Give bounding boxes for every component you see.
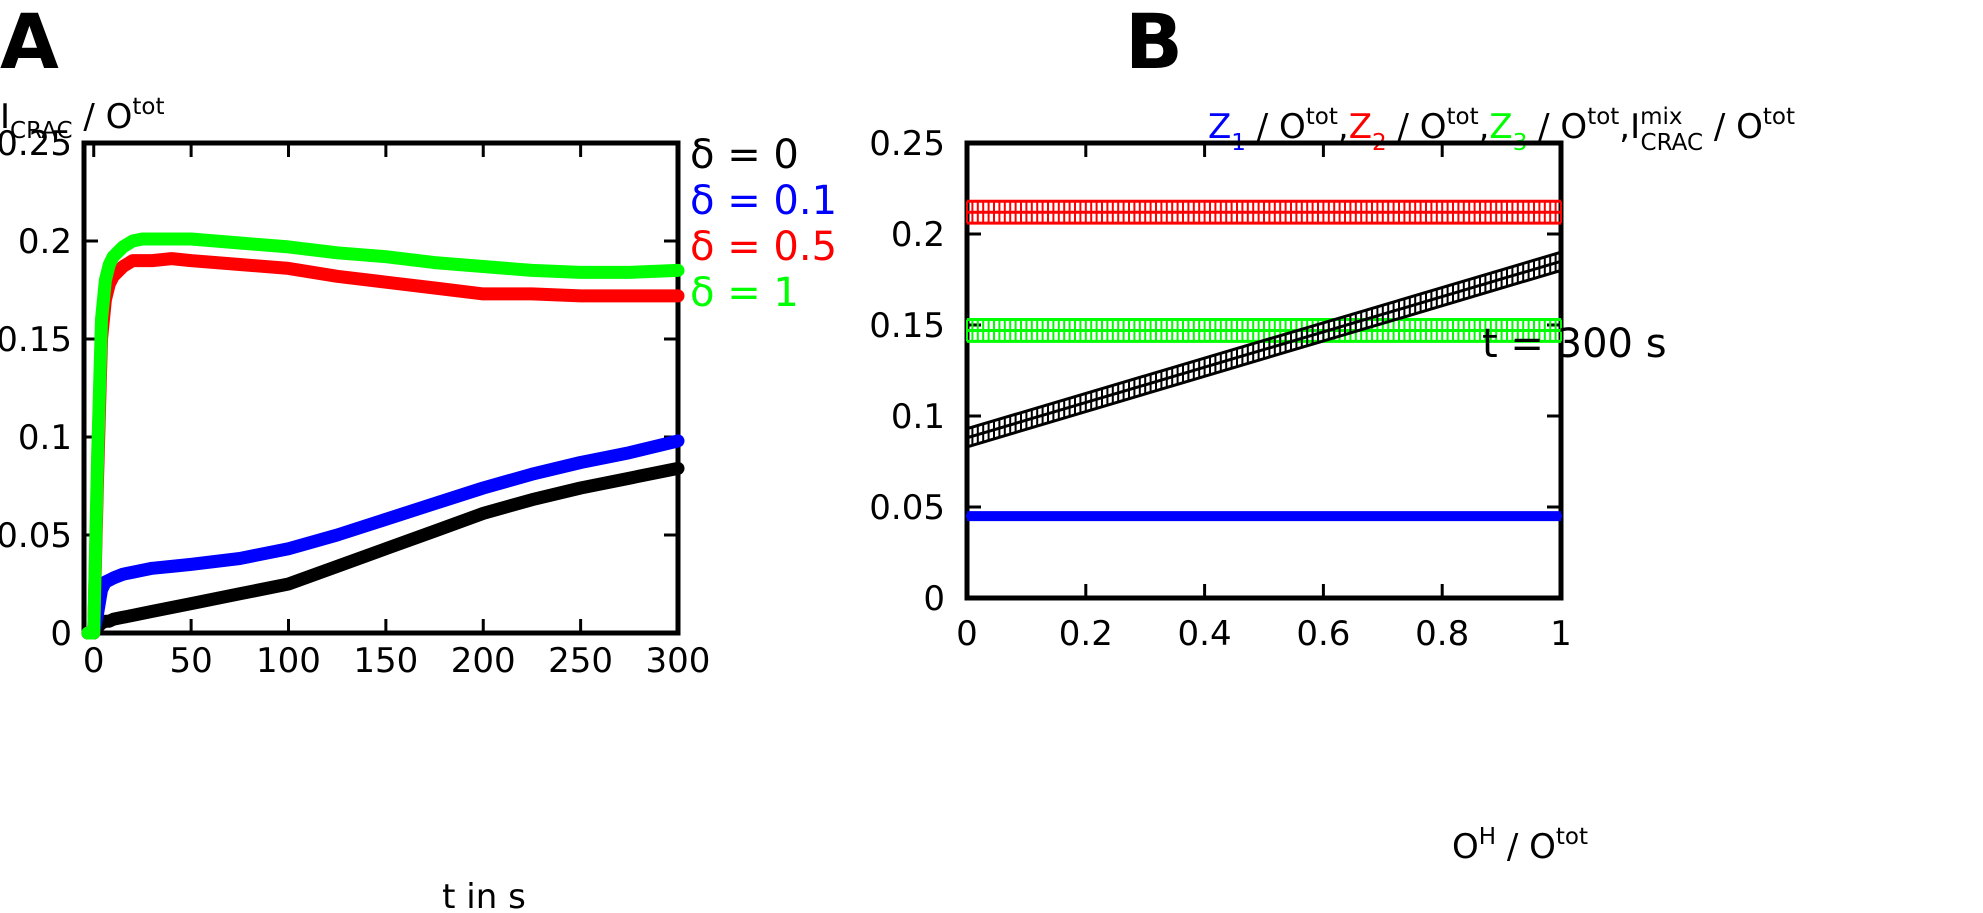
panel-a-ylabel: ICRAC / Otot — [0, 94, 164, 144]
ylabel-symbol: I — [1630, 107, 1640, 147]
x-tick-label: 150 — [353, 641, 418, 681]
x-tick-label: 0.6 — [1296, 614, 1350, 654]
y-tick-label: 0.05 — [0, 516, 72, 556]
ylabel-comma: , — [1619, 107, 1630, 147]
ylabel-superscript: tot — [1587, 104, 1619, 130]
ylabel-separator: / O — [1246, 107, 1306, 147]
series-errorbars-3 — [966, 250, 1562, 449]
panel-b-annotation: t = 300 s — [1482, 321, 1667, 367]
ylabel-superscript: tot — [1763, 104, 1795, 130]
x-tick-label: 250 — [548, 641, 613, 681]
ylabel-superscript-mix: mix — [1640, 104, 1682, 130]
x-tick-label: 100 — [256, 641, 321, 681]
ylabel-superscript: tot — [1306, 104, 1338, 130]
y-tick-label: 0.1 — [18, 418, 72, 458]
x-tick-label: 0.2 — [1059, 614, 1113, 654]
y-tick-label: 0.25 — [0, 124, 72, 164]
y-tick-label: 0.15 — [869, 306, 945, 346]
legend-entry-2: δ = 0.5 — [690, 224, 837, 270]
y-tick-label: 0.05 — [869, 488, 945, 528]
x-tick-label: 50 — [169, 641, 212, 681]
series-errorbars-2 — [966, 318, 1562, 343]
ylabel-symbol: Z — [1349, 107, 1372, 147]
y-tick-label: 0.15 — [0, 320, 72, 360]
y-tick-label: 0 — [923, 579, 945, 619]
y-tick-label: 0.1 — [891, 397, 945, 437]
series-line-3 — [966, 259, 1562, 440]
series-errorbars-1 — [966, 199, 1562, 225]
series-upper-cap-3 — [966, 250, 1562, 431]
series-line-0 — [81, 461, 685, 640]
series-line-3 — [81, 232, 685, 640]
ylabel-comma: , — [1479, 107, 1490, 147]
legend-entry-0: δ = 0 — [690, 132, 799, 178]
y-tick-label: 0.2 — [18, 222, 72, 262]
legend-entry-1: δ = 0.1 — [690, 178, 837, 224]
ylabel-symbol: Z — [1489, 107, 1512, 147]
panel-b-ylabel: Z1 / Otot,Z2 / Otot,Z3 / Otot,Imix CRAC /… — [1208, 104, 1795, 156]
ylabel-separator: / O — [1703, 107, 1763, 147]
x-tick-label: 0.4 — [1178, 614, 1232, 654]
x-tick-label: 200 — [451, 641, 516, 681]
series-errorbars-0 — [966, 511, 1562, 522]
y-tick-label: 0 — [50, 614, 72, 654]
x-tick-label: 0 — [83, 641, 105, 681]
panel-b-xlabel: OH / Otot — [1452, 824, 1588, 867]
panel-a-xlabel: t in s — [442, 877, 526, 913]
plot-frame — [81, 140, 681, 636]
y-tick-label: 0.2 — [891, 215, 945, 255]
panel-letter-b: B — [1125, 0, 1183, 86]
x-tick-label: 300 — [646, 641, 711, 681]
panel-letter-a: A — [0, 0, 59, 86]
legend-entry-3: δ = 1 — [690, 270, 799, 316]
ylabel-subscript: CRAC — [1641, 130, 1704, 156]
ylabel-separator: / O — [1387, 107, 1447, 147]
x-tick-label: 0.8 — [1415, 614, 1469, 654]
series-line-1 — [81, 434, 685, 640]
panel-a-legend: δ = 0δ = 0.1δ = 0.5δ = 1 — [690, 132, 837, 316]
panel-b-plot: 0 0.05 0.1 0.15 0.2 0.25 0 0.2 0.4 0.6 0.8 1 — [869, 124, 1572, 654]
panel-a-plot: 0 0.05 0.1 0.15 0.2 0.25 0 50 100 150 200 250 300 — [0, 124, 710, 681]
ylabel-symbol: Z — [1208, 107, 1231, 147]
y-tick-label: 0.25 — [869, 124, 945, 164]
ylabel-superscript: tot — [1446, 104, 1478, 130]
ylabel-comma: , — [1338, 107, 1349, 147]
plot-frame — [964, 140, 1564, 601]
series-lower-cap-3 — [966, 268, 1562, 449]
ylabel-separator: / O — [1527, 107, 1587, 147]
x-tick-label: 1 — [1550, 614, 1572, 654]
x-tick-label: 0 — [956, 614, 978, 654]
series-line-2 — [81, 252, 685, 640]
